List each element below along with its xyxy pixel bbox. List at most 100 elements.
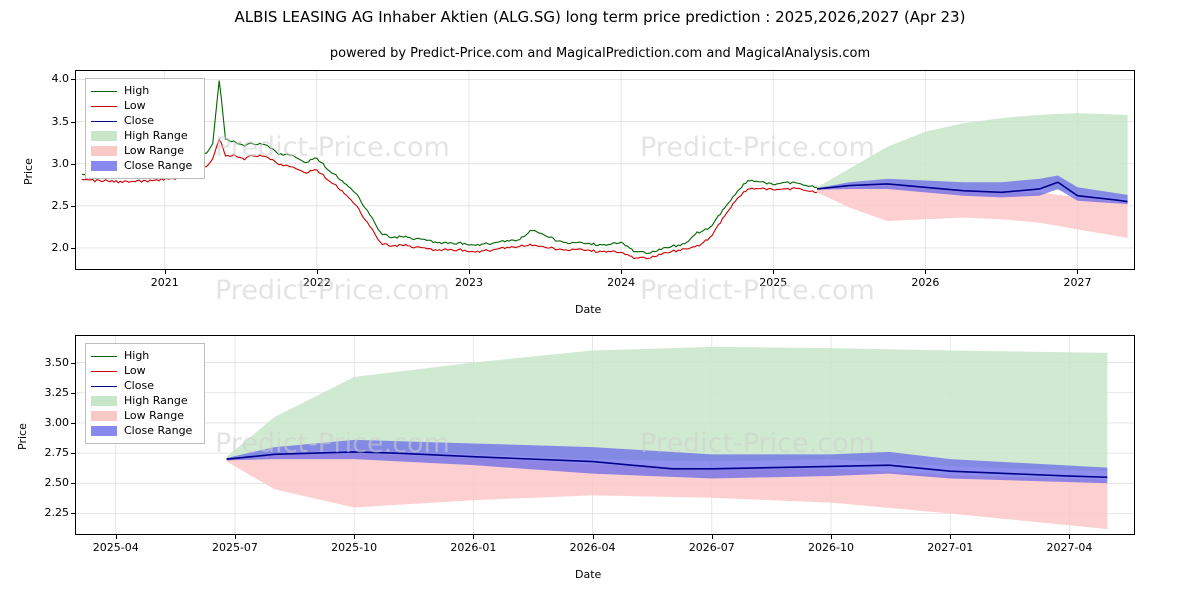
legend-item: Low bbox=[91, 364, 198, 378]
y-tick-label: 3.50 bbox=[44, 355, 70, 369]
page-subtitle: powered by Predict-Price.com and Magical… bbox=[329, 46, 871, 61]
y-tick-mark bbox=[71, 513, 75, 515]
x-tick-mark bbox=[950, 535, 952, 539]
chart-panel-forecast bbox=[75, 335, 1135, 535]
x-tick-mark bbox=[831, 535, 832, 539]
legend-item: Low bbox=[91, 99, 198, 113]
legend-label: High Range bbox=[124, 129, 188, 142]
y-tick-label: 3.25 bbox=[44, 385, 70, 399]
y-tick-mark bbox=[71, 79, 75, 81]
legend-label: High bbox=[124, 84, 150, 97]
y-tick-label: 4.0 bbox=[51, 72, 70, 86]
legend-forecast: High Low Close High Range Low Range Close Ran… bbox=[85, 343, 205, 444]
x-axis-label-2: Date bbox=[575, 568, 602, 581]
x-tick-mark bbox=[316, 270, 318, 274]
y-tick-mark bbox=[71, 362, 75, 364]
x-tick-label: 2023 bbox=[454, 276, 483, 289]
plot-area-1 bbox=[76, 71, 1134, 269]
legend-item: High bbox=[91, 349, 198, 363]
x-tick-mark bbox=[925, 270, 927, 274]
legend-line-swatch bbox=[91, 105, 117, 107]
x-tick-label: 2026-04 bbox=[569, 541, 616, 554]
x-tick-mark bbox=[354, 535, 356, 539]
x-axis-label-1: Date bbox=[575, 303, 602, 316]
legend-band-swatch bbox=[91, 146, 117, 156]
x-tick-label: 2026-07 bbox=[688, 541, 735, 554]
y-tick-mark bbox=[71, 483, 75, 485]
x-tick-mark bbox=[1077, 270, 1079, 274]
legend-label: Low bbox=[124, 99, 146, 112]
legend-item: Close Range bbox=[91, 424, 198, 438]
y-tick-label: 3.5 bbox=[51, 114, 70, 128]
y-tick-label: 2.75 bbox=[44, 446, 70, 460]
legend-item: High Range bbox=[91, 129, 198, 143]
x-tick-mark bbox=[1069, 535, 1071, 539]
page-title: ALBIS LEASING AG Inhaber Aktien (ALG.SG)… bbox=[234, 8, 966, 26]
x-tick-label: 2022 bbox=[302, 276, 331, 289]
legend-item: Close bbox=[91, 114, 198, 128]
legend-label: Low bbox=[124, 364, 146, 377]
legend-label: High bbox=[124, 349, 150, 362]
legend-item: Close bbox=[91, 379, 198, 393]
legend-label: Close bbox=[124, 114, 154, 127]
legend-band-swatch bbox=[91, 426, 117, 436]
x-tick-mark bbox=[473, 535, 475, 539]
y-tick-label: 2.0 bbox=[51, 240, 70, 254]
y-tick-mark bbox=[71, 392, 75, 394]
x-tick-label: 2025-04 bbox=[92, 541, 139, 554]
y-tick-label: 2.25 bbox=[44, 506, 70, 520]
x-tick-label: 2026-10 bbox=[808, 541, 854, 554]
x-tick-label: 2025 bbox=[759, 276, 788, 289]
legend-item: High Range bbox=[91, 394, 198, 408]
legend-item: Low Range bbox=[91, 409, 198, 423]
y-tick-mark bbox=[71, 247, 75, 249]
x-tick-label: 2027 bbox=[1063, 276, 1092, 289]
legend-line-swatch bbox=[91, 385, 117, 387]
legend-label: Close Range bbox=[124, 159, 193, 172]
x-tick-label: 2026 bbox=[911, 276, 940, 289]
x-tick-label: 2024 bbox=[607, 276, 636, 289]
legend-item: High bbox=[91, 84, 198, 98]
legend-label: Close bbox=[124, 379, 154, 392]
legend-label: Low Range bbox=[124, 144, 185, 157]
legend-band-swatch bbox=[91, 131, 117, 141]
chart-svg-forecast bbox=[76, 336, 1134, 534]
x-tick-mark bbox=[621, 270, 623, 274]
legend-line-swatch bbox=[91, 120, 117, 122]
y-tick-mark bbox=[71, 422, 75, 424]
x-tick-label: 2026-01 bbox=[450, 541, 497, 554]
y-tick-label: 2.5 bbox=[51, 198, 70, 212]
chart-svg-historical bbox=[76, 71, 1134, 269]
x-tick-mark bbox=[115, 535, 117, 539]
y-tick-label: 2.50 bbox=[44, 476, 70, 490]
x-tick-label: 2025-07 bbox=[211, 541, 258, 554]
y-tick-mark bbox=[71, 163, 75, 165]
legend-historical: High Low Close High Range Low Range Close Ran… bbox=[85, 78, 205, 179]
y-tick-label: 3.00 bbox=[44, 415, 70, 429]
chart-panel-historical bbox=[75, 70, 1135, 270]
x-tick-label: 2027-01 bbox=[927, 541, 974, 554]
x-tick-label: 2025-10 bbox=[331, 541, 378, 554]
legend-band-swatch bbox=[91, 411, 117, 421]
x-tick-mark bbox=[773, 270, 775, 274]
y-tick-label: 3.0 bbox=[51, 156, 70, 170]
legend-band-swatch bbox=[91, 161, 117, 171]
y-tick-mark bbox=[71, 453, 75, 455]
y-tick-mark bbox=[71, 121, 75, 123]
legend-line-swatch bbox=[91, 355, 117, 357]
legend-line-swatch bbox=[91, 370, 117, 372]
legend-label: High Range bbox=[124, 394, 188, 407]
legend-band-swatch bbox=[91, 396, 117, 406]
legend-label: Close Range bbox=[124, 424, 193, 437]
x-tick-mark bbox=[468, 270, 470, 274]
legend-item: Low Range bbox=[91, 144, 198, 158]
x-tick-mark bbox=[592, 535, 594, 539]
y-tick-mark bbox=[71, 205, 75, 207]
legend-line-swatch bbox=[91, 90, 117, 92]
plot-area-2 bbox=[76, 336, 1134, 534]
x-tick-mark bbox=[234, 535, 236, 539]
x-tick-mark bbox=[164, 270, 166, 274]
legend-label: Low Range bbox=[124, 409, 185, 422]
x-tick-mark bbox=[711, 535, 713, 539]
